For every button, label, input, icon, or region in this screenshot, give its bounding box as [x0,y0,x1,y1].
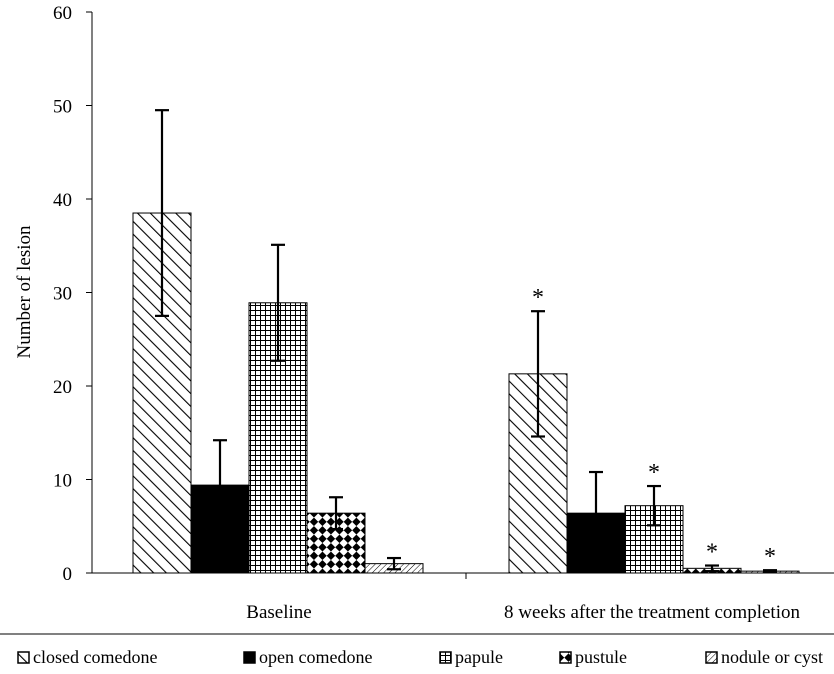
legend: closed comedone open comedone papule pustul… [0,633,834,667]
legend-swatch [705,651,718,664]
legend-item-papule: papule [439,647,503,667]
significance-star: * [706,540,718,566]
bars [132,212,800,574]
significance-markers: * * * * [532,285,776,570]
y-tick-label: 30 [53,284,72,305]
legend-swatch [439,651,452,664]
y-tick-label: 60 [53,3,72,24]
y-tick-label: 50 [53,97,72,118]
legend-swatch [243,651,256,664]
significance-star: * [532,285,544,311]
legend-item-closed-comedone: closed comedone [17,647,157,667]
legend-item-pustule: pustule [559,647,627,667]
legend-label: nodule or cyst [721,647,823,667]
legend-item-open-comedone: open comedone [243,647,372,667]
legend-label: open comedone [259,647,372,667]
legend-swatch [559,651,572,664]
legend-label: closed comedone [33,647,157,667]
significance-star: * [648,460,660,486]
y-tick-label: 40 [53,190,72,211]
legend-item-nodule-or-cyst: nodule or cyst [705,647,823,667]
category-label-baseline: Baseline [246,602,311,623]
error-bars [155,109,777,574]
legend-label: papule [455,647,503,667]
significance-star: * [764,544,776,570]
category-label-8-weeks: 8 weeks after the treatment completion [504,602,800,623]
y-axis-title: Number of lesion [14,225,35,358]
y-tick-label: 10 [53,471,72,492]
y-tick-label: 0 [63,564,73,585]
legend-label: pustule [575,647,627,667]
y-tick-label: 20 [53,377,72,398]
bar-closed-comedone-8-weeks [508,373,568,574]
legend-swatch [17,651,30,664]
y-ticks: 0 10 20 30 40 50 60 [53,3,92,585]
